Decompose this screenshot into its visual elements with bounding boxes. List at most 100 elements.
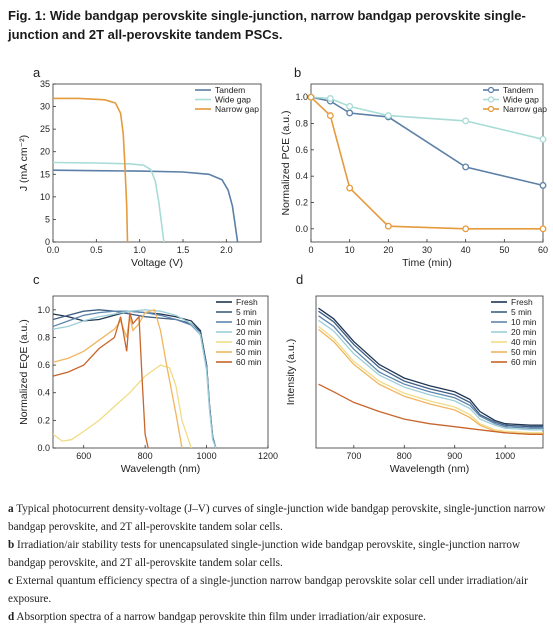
data-point-b-1-5: [539, 135, 547, 143]
legend-label-c-4: 40 min: [236, 337, 262, 347]
x-tick-label-a-4: 2.0: [220, 245, 233, 255]
y-axis-label-c: Normalized EQE (a.u.): [18, 319, 30, 425]
legend-label-c-1: 5 min: [236, 307, 257, 317]
y-tick-label-a-6: 30: [40, 102, 50, 112]
caption-c: c External quantum efficiency spectra of…: [8, 572, 548, 608]
series-line-c-5: [53, 308, 183, 448]
legend-label-c-2: 10 min: [236, 317, 262, 327]
x-tick-label-c-2: 1000: [197, 451, 217, 461]
x-tick-label-d-3: 1000: [495, 451, 515, 461]
caption-a-text: Typical photocurrent density-voltage (J–…: [8, 503, 546, 533]
legend-label-a-0: Tandem: [215, 85, 245, 95]
x-tick-label-b-1: 10: [345, 245, 355, 255]
x-tick-label-a-2: 1.0: [133, 245, 146, 255]
figure-title-text: Wide bandgap perovskite single-junction,…: [8, 8, 526, 42]
legend-marker-b-0: [487, 86, 495, 94]
data-point-b-1-1: [326, 95, 334, 102]
legend-label-b-0: Tandem: [503, 85, 533, 95]
data-point-b-1-4: [462, 117, 470, 125]
figure-panels: a 0.0 0.5 1.0 1.5 2.0 0 5 10 15 20 25 30 35 Voltage (V…: [18, 65, 548, 475]
caption-b-label: b: [8, 539, 15, 551]
x-tick-label-d-1: 800: [397, 451, 412, 461]
series-line-d-3: [318, 319, 543, 431]
y-axis-label-a: J (mA cm⁻²): [18, 135, 30, 191]
y-axis-label-b: Normalized PCE (a.u.): [280, 110, 292, 215]
x-tick-label-a-0: 0.0: [47, 245, 60, 255]
caption-c-label: c: [8, 575, 13, 587]
legend-label-c-0: Fresh: [236, 297, 258, 307]
x-tick-label-b-0: 0: [308, 245, 313, 255]
y-tick-label-c-5: 1.0: [37, 305, 50, 315]
x-tick-label-b-4: 40: [461, 245, 471, 255]
caption-b-text: Irradiation/air stability tests for unen…: [8, 539, 521, 569]
data-point-b-2-2: [346, 184, 354, 192]
x-axis-label-b: Time (min): [402, 257, 452, 269]
legend-label-d-6: 60 min: [511, 357, 537, 367]
x-axis-label-c: Wavelength (nm): [121, 463, 201, 475]
y-tick-label-b-2: 0.4: [295, 171, 308, 181]
series-line-c-2: [53, 310, 217, 448]
x-tick-label-c-3: 1200: [258, 451, 278, 461]
caption-a: a Typical photocurrent density-voltage (…: [8, 500, 548, 536]
figure-title: Fig. 1: Wide bandgap perovskite single-j…: [8, 6, 548, 44]
figure-caption: a Typical photocurrent density-voltage (…: [8, 500, 548, 626]
y-tick-label-b-0: 0.0: [295, 224, 308, 234]
series-line-c-6: [53, 312, 149, 448]
x-tick-label-c-0: 600: [76, 451, 91, 461]
y-tick-label-a-5: 25: [40, 124, 50, 134]
data-point-b-2-0: [307, 93, 315, 101]
series-line-d-4: [318, 325, 543, 434]
x-tick-label-a-1: 0.5: [90, 245, 103, 255]
x-tick-label-d-2: 900: [447, 451, 462, 461]
y-tick-label-b-5: 1.0: [295, 92, 308, 102]
y-tick-label-b-1: 0.2: [295, 198, 308, 208]
y-tick-label-a-3: 15: [40, 169, 50, 179]
chart-c: c 600 800 1000 1200 0.0 0.2 0.4 0.6 0.8 1.0 Wavelen…: [18, 272, 278, 475]
data-point-b-0-2: [346, 109, 354, 117]
y-tick-label-b-3: 0.6: [295, 145, 308, 155]
caption-c-text: External quantum efficiency spectra of a…: [8, 575, 528, 605]
legend-label-d-4: 40 min: [511, 337, 537, 347]
x-tick-label-b-6: 60: [538, 245, 548, 255]
legend-label-a-2: Narrow gap: [215, 104, 259, 114]
y-tick-label-a-1: 5: [45, 214, 50, 224]
legend-marker-b-1: [487, 96, 495, 103]
panel-label-d: d: [296, 272, 303, 287]
y-tick-label-c-3: 0.6: [37, 360, 50, 370]
caption-d: d Absorption spectra of a narrow bandgap…: [8, 608, 548, 626]
series-line-c-1: [53, 309, 217, 448]
data-point-b-1-3: [384, 112, 392, 120]
legend-label-b-1: Wide gap: [503, 95, 539, 105]
series-line-a-0: [53, 169, 239, 242]
data-point-b-1-2: [346, 102, 354, 110]
legend-label-d-0: Fresh: [511, 297, 533, 307]
data-point-b-2-5: [539, 225, 547, 233]
y-tick-label-c-0: 0.0: [37, 443, 50, 453]
x-tick-label-b-5: 50: [499, 245, 509, 255]
plot-frame-c: [52, 295, 269, 449]
series-line-b-2: [311, 96, 543, 230]
panel-label-c: c: [33, 272, 40, 287]
x-tick-label-d-0: 700: [346, 451, 361, 461]
y-tick-label-a-0: 0: [45, 237, 50, 247]
panel-label-b: b: [294, 65, 301, 80]
x-axis-label-a: Voltage (V): [131, 257, 183, 269]
y-tick-label-c-2: 0.4: [37, 388, 50, 398]
data-point-b-0-4: [462, 163, 470, 171]
legend-label-d-1: 5 min: [511, 307, 532, 317]
x-tick-label-b-3: 30: [422, 245, 432, 255]
series-line-c-4: [53, 364, 192, 448]
data-point-b-2-4: [462, 225, 470, 233]
x-axis-label-d: Wavelength (nm): [390, 463, 470, 475]
chart-b: b 0 10 20 30 40 50 60 0.0 0.2 0.4 0.6 0.8 1.0 Time (mi…: [280, 65, 548, 269]
legend-label-c-5: 50 min: [236, 347, 262, 357]
caption-a-label: a: [8, 503, 14, 515]
series-line-c-0: [53, 310, 217, 448]
caption-d-label: d: [8, 611, 15, 623]
y-tick-label-a-7: 35: [40, 79, 50, 89]
series-line-a-1: [53, 161, 165, 242]
data-point-b-0-5: [539, 181, 547, 189]
legend-label-d-5: 50 min: [511, 347, 537, 357]
plot-frame-d: [315, 295, 544, 449]
series-line-d-5: [318, 328, 543, 435]
